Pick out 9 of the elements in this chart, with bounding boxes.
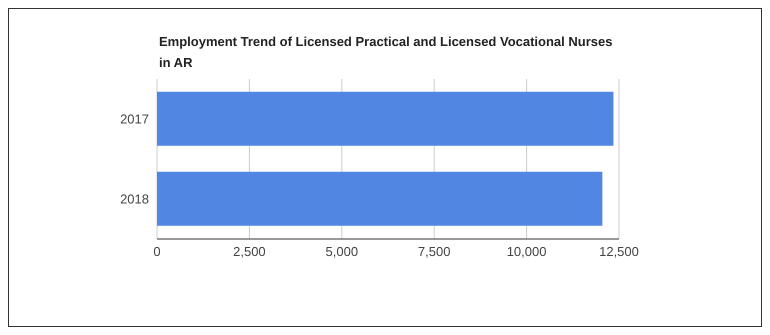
x-tick-label: 5,000 [326,244,358,260]
x-tick-label: 10,000 [506,244,546,260]
chart-title: Employment Trend of Licensed Practical and Licensed Vocational Nurses in AR [159,33,614,72]
y-tick-label: 2017 [120,112,149,127]
x-tick-label: 2,500 [233,244,266,260]
x-tick-label: 7,500 [418,244,450,260]
x-tick-label: 12,500 [599,244,639,260]
x-tick-label: 0 [153,244,161,260]
y-tick-label: 2018 [120,192,149,207]
